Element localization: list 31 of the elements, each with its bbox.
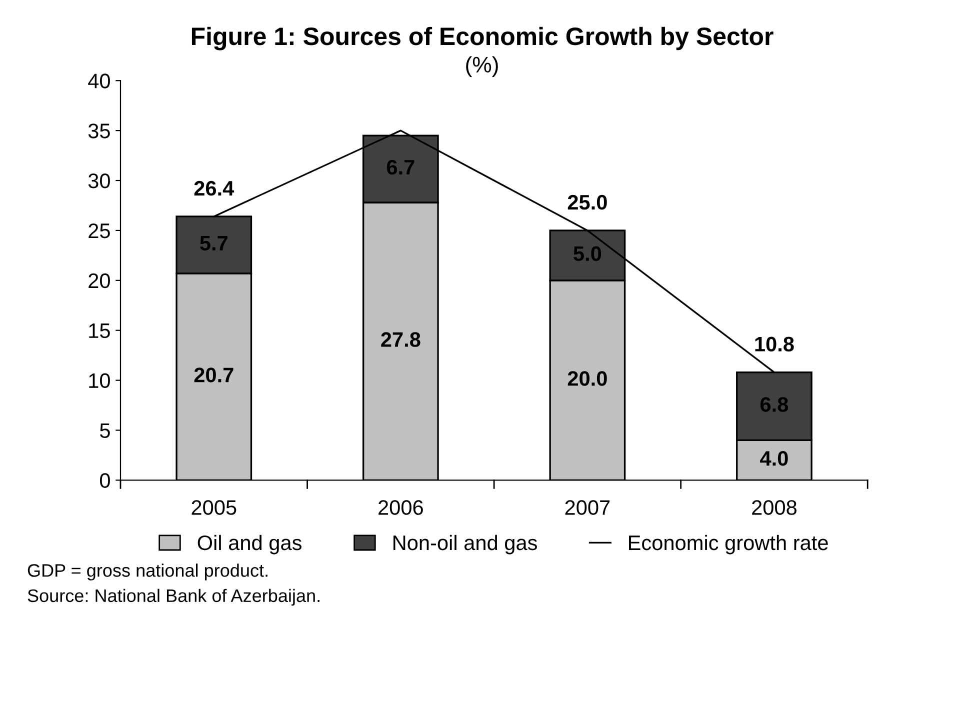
y-tick-label: 40 <box>88 74 110 88</box>
y-tick-label: 30 <box>88 174 110 188</box>
y-tick-label: 20 <box>88 273 110 288</box>
y-tick-label: 25 <box>88 223 110 238</box>
legend-label: Economic growth rate <box>629 534 828 554</box>
data-label: 10.8 <box>755 336 794 352</box>
data-label: 20.0 <box>568 371 607 386</box>
y-tick-label: 10 <box>89 373 110 388</box>
x-tick-label: 2008 <box>752 500 796 515</box>
data-label: 6.8 <box>760 397 788 412</box>
data-label: 5.0 <box>574 246 602 262</box>
chart-title: Figure 1: Sources of Economic Growth by Sector <box>192 26 774 50</box>
x-tick-label: 2006 <box>378 500 423 515</box>
source-note: Source: National Bank of Azerbaijan. <box>28 588 320 606</box>
data-label: 27.8 <box>381 332 420 347</box>
text: GDP = gross national product. <box>28 564 268 580</box>
data-label: 4.0 <box>760 451 788 466</box>
data-label: 25.0 <box>568 194 607 210</box>
y-tick-label: 5 <box>100 423 110 438</box>
data-label: 6.7 <box>386 160 414 175</box>
chart-subtitle: (%) <box>466 56 498 77</box>
legend-label: Oil and gas <box>198 534 302 554</box>
legend-label: Non-oil and gas <box>394 534 537 554</box>
data-label: 20.7 <box>194 368 234 382</box>
x-tick-label: 2007 <box>565 500 610 515</box>
y-tick-label: 35 <box>88 124 110 138</box>
y-tick-label: 15 <box>89 324 110 338</box>
data-label: 5.7 <box>200 236 228 251</box>
data-label: 26.4 <box>194 180 234 196</box>
y-tick-label: 0 <box>100 473 110 488</box>
x-tick-label: 2005 <box>192 500 236 515</box>
